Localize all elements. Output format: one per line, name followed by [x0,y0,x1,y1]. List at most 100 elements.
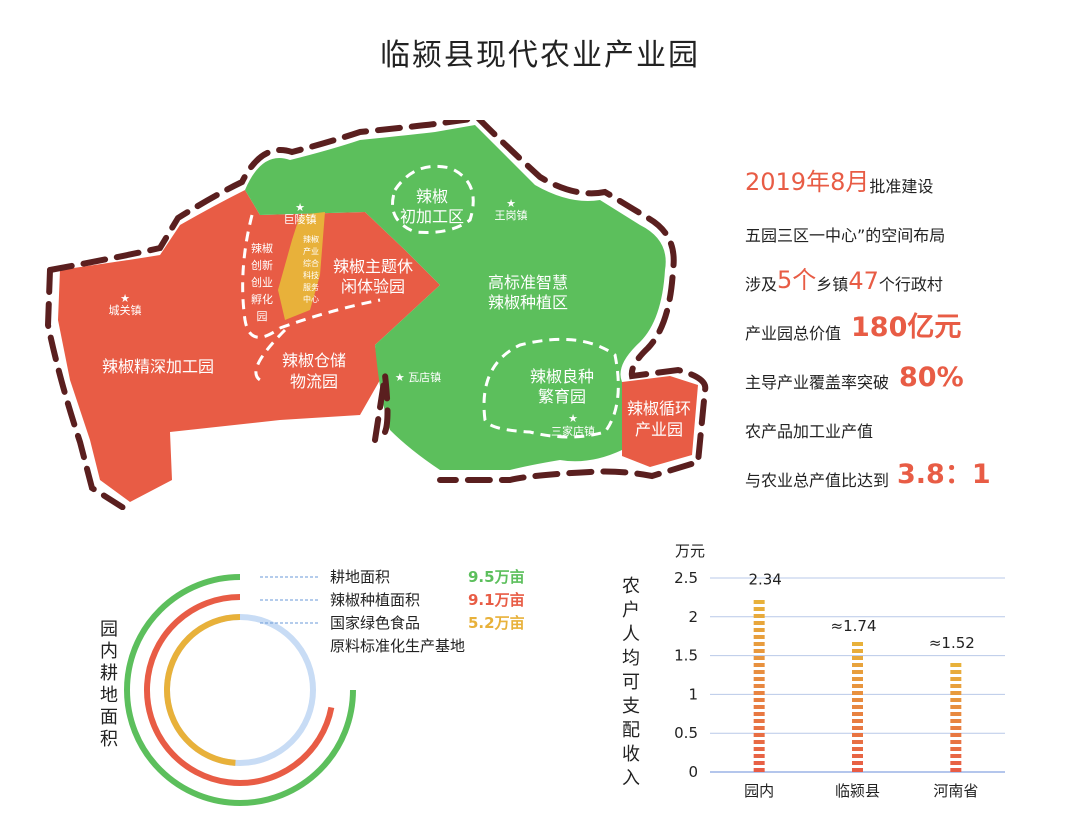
ylabel-char: 户 [622,600,640,621]
bar-segment [950,719,962,723]
bar-segment [753,761,765,765]
label-chuangxin-3: 创业 [251,276,273,289]
bar-segment [753,677,765,681]
label-fuwu-5: 服务 [303,282,319,292]
bar-segment [753,698,765,702]
bar-segment [852,726,863,730]
bar-segment [753,747,765,751]
bar-segment [852,768,863,772]
y-tick-label: 2 [688,608,698,626]
stat-processing-text: 农产品加工业产值 [745,422,874,441]
label-chuangxin-1: 辣椒 [251,241,273,255]
town-chengguanzhen: 城关镇 [109,303,142,317]
bar-segment [753,705,765,709]
bar-segment [753,726,765,730]
bar-segment [852,691,863,695]
ylabel-char: 人 [622,624,640,645]
bar-segment [852,761,863,765]
ring-label-3: 国家绿色食品 [330,614,420,632]
label-chuangxin-2: 创新 [251,258,273,272]
label-xunhuan-2: 产业园 [635,420,683,439]
stat-ratio-number: 3.8：1 [897,459,991,490]
stat-coverage: 主导产业覆盖率突破 80% [745,344,1065,393]
bar-segment [950,712,962,716]
bar-segment [852,677,863,681]
rings-vtitle-6: 积 [100,729,118,750]
stat-towns-a: 涉及 [745,275,778,294]
bar-segment [950,677,962,681]
label-fuwu-2: 产业 [303,246,319,256]
bar-segment [753,635,765,639]
x-tick-label: 临颍县 [835,782,880,800]
y-tick-label: 1.5 [674,647,698,665]
label-zhongzhi-2: 辣椒种植区 [488,293,568,312]
bar-segment [753,656,765,660]
label-zhongzhi-1: 高标准智慧 [488,273,568,292]
ring-value-1: 9.5万亩 [468,568,525,586]
ylabel-char: 均 [622,648,640,669]
town-star-chengguanzhen: ★ [120,292,130,305]
bar-2 [852,642,863,772]
chart-bars: 2.34 园内 ≈1.74 临颍县 ≈1.52 河南省 [744,570,978,800]
town-star-sanjiadianzhen: ★ [568,412,578,425]
bar-segment [852,712,863,716]
stat-ratio: 与农业总产值比达到 3.8：1 [745,442,1065,491]
park-map: 辣椒精深加工园 辣椒 创新 创业 孵化 园 辣椒 产业 综合 科技 服务 中心 … [44,120,709,510]
label-fuwu-3: 综合 [303,258,319,268]
label-xiuxian-2: 闲体验园 [341,277,405,296]
stats-panel: 2019年8月 批准建设 五园三区一中心”的空间布局 涉及 5个 乡镇 47 个… [745,148,1065,491]
label-fuwu-6: 中心 [303,294,319,304]
bar-segment [753,628,765,632]
label-xiuxian-1: 辣椒主题休 [333,257,413,276]
ring-arc-2 [144,594,335,786]
rings-vtitle-3: 耕 [100,663,118,684]
stat-coverage-number: 80% [899,362,964,393]
ring-label-3b: 原料标准化生产基地 [330,637,465,655]
town-star-wanggangzhen: ★ [506,197,516,210]
ylabel-char: 农 [622,576,640,597]
town-julingzhen: 巨陵镇 [284,212,317,226]
stat-towns-count: 5个 [777,266,817,294]
ring-arc-1 [124,574,356,806]
label-shenjiagong: 辣椒精深加工园 [102,357,214,376]
stat-value: 产业园总价值 180亿元 [745,295,1065,344]
bar-segment [753,719,765,723]
stat-approval-text: 批准建设 [869,177,934,196]
bar-segment [852,698,863,702]
bar-segment [753,663,765,667]
ring-value-2: 9.1万亩 [468,591,525,609]
bar-value-label: ≈1.74 [831,617,877,635]
stat-layout: 五园三区一中心”的空间布局 [745,197,1065,246]
stat-processing: 农产品加工业产值 [745,393,1065,442]
label-chuangxin-4: 孵化 [251,292,273,306]
bar-segment [852,670,863,674]
town-wadianzhen: ★ 瓦店镇 [395,370,441,384]
bar-segment [950,726,962,730]
ring-group [124,574,356,806]
bar-segment [753,712,765,716]
stat-value-text: 产业园总价值 [745,324,842,343]
ylabel-char: 支 [622,696,640,717]
bar-segment [852,754,863,758]
zone-fuwu-area [278,212,325,320]
bar-1 [753,600,765,772]
bar-segment [753,691,765,695]
bar-segment [852,740,863,744]
zone-zhongzhi-area [245,125,666,470]
town-sanjiadianzhen: 三家店镇 [551,424,595,438]
ring-value-3: 5.2万亩 [468,614,525,632]
stat-towns-c: 个行政村 [878,275,943,294]
stat-towns: 涉及 5个 乡镇 47 个行政村 [745,246,1065,295]
bar-segment [753,600,765,604]
label-cangchu-1: 辣椒仓储 [282,351,346,370]
town-star-julingzhen: ★ [295,201,305,214]
ylabel-char: 可 [622,672,640,693]
label-cangchu-2: 物流园 [290,372,338,391]
bar-segment [852,705,863,709]
rings-vtitle-2: 内 [100,641,118,662]
label-chujiagong-1: 辣椒 [416,187,448,206]
label-chujiagong-2: 初加工区 [400,207,464,226]
bar-segment [950,698,962,702]
rings-vtitle-5: 面 [100,707,118,728]
bar-segment [753,684,765,688]
